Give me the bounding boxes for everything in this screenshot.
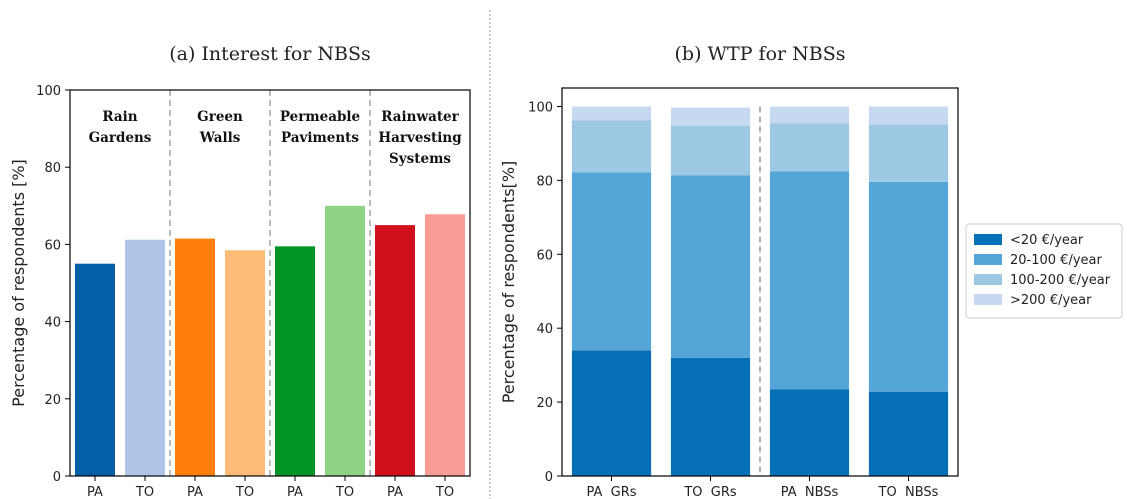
y-tick-label: 0 xyxy=(545,470,553,485)
chart-b-y-axis-label: Percentage of respondents[%] xyxy=(499,161,518,404)
bar-to xyxy=(225,250,265,476)
y-tick-label: 80 xyxy=(536,174,553,189)
stack-segment-3 xyxy=(868,106,949,125)
legend-swatch xyxy=(974,254,1002,265)
legend-swatch xyxy=(974,294,1002,305)
chart-a-group-labels: Rain Gardens Green Walls Permeable Paviments R… xyxy=(89,109,463,167)
chart-a-plot-frame xyxy=(69,89,471,477)
group-label: Harvesting xyxy=(378,130,462,146)
legend-label: 20-100 €/year xyxy=(1010,253,1102,268)
chart-a-bars xyxy=(75,205,465,477)
x-tick-label: PA xyxy=(387,485,403,499)
chart-b-y-ticks: 0 20 40 60 80 100 xyxy=(528,100,562,485)
stack-segment-0 xyxy=(868,391,949,476)
stack-segment-3 xyxy=(571,106,652,121)
x-tick-label: PA xyxy=(87,485,103,499)
wtp-chart: (b) WTP for NBSs Percentage of responden… xyxy=(499,43,959,499)
bar-pa xyxy=(175,238,215,476)
bar-pa xyxy=(375,225,415,476)
chart-a-y-axis-label: Percentage of respondents [%] xyxy=(9,159,28,407)
bar-pa xyxy=(275,246,315,476)
stack-segment-1 xyxy=(868,181,949,392)
chart-b-stacked-bars xyxy=(571,106,949,476)
y-tick-label: 80 xyxy=(44,161,61,176)
x-tick-label: TO xyxy=(435,485,454,499)
stack-segment-0 xyxy=(769,389,850,476)
group-label: Rainwater xyxy=(381,109,459,125)
group-label: Walls xyxy=(199,130,241,146)
group-label: Systems xyxy=(389,151,451,167)
group-label: Permeable xyxy=(280,109,360,125)
bar-to xyxy=(125,239,165,476)
chart-b-plot-frame xyxy=(561,87,959,477)
x-tick-label: TO xyxy=(135,485,154,499)
y-tick-label: 20 xyxy=(44,393,61,408)
chart-b-legend: <20 €/year 20-100 €/year 100-200 €/year >20… xyxy=(965,223,1123,319)
stack-segment-1 xyxy=(571,172,652,351)
x-tick-label: PA GRs xyxy=(586,485,636,499)
chart-a-y-ticks: 0 20 40 60 80 100 xyxy=(36,84,70,485)
stack-segment-2 xyxy=(769,123,850,172)
stack-segment-1 xyxy=(670,175,751,358)
chart-a-group-separators xyxy=(169,90,371,476)
y-tick-label: 0 xyxy=(53,470,61,485)
stack-segment-0 xyxy=(670,357,751,476)
x-tick-label: TO xyxy=(335,485,354,499)
stack-segment-3 xyxy=(670,107,751,126)
chart-a-x-ticks: PA TO PA TO PA TO PA TO xyxy=(87,476,454,499)
y-tick-label: 20 xyxy=(536,396,553,411)
y-tick-label: 40 xyxy=(44,316,61,331)
group-label: Paviments xyxy=(281,130,359,146)
y-tick-label: 40 xyxy=(536,322,553,337)
stack-segment-3 xyxy=(769,106,850,124)
interest-chart: (a) Interest for NBSs Percentage of resp… xyxy=(9,43,471,499)
stack-segment-1 xyxy=(769,171,850,390)
y-tick-label: 60 xyxy=(536,248,553,263)
group-label: Gardens xyxy=(89,130,152,146)
x-tick-label: TO xyxy=(235,485,254,499)
x-tick-label: PA xyxy=(187,485,203,499)
stack-segment-2 xyxy=(868,124,949,182)
legend-swatch xyxy=(974,234,1002,245)
stack-segment-2 xyxy=(571,120,652,173)
x-tick-label: TO GRs xyxy=(683,485,737,499)
x-tick-label: PA NBSs xyxy=(781,485,839,499)
x-tick-label: PA xyxy=(287,485,303,499)
y-tick-label: 100 xyxy=(528,100,553,115)
legend-label: >200 €/year xyxy=(1010,293,1092,308)
bar-to xyxy=(425,214,465,477)
bar-pa xyxy=(75,263,115,476)
stack-segment-0 xyxy=(571,350,652,476)
legend-swatch xyxy=(974,274,1002,285)
chart-a-title: (a) Interest for NBSs xyxy=(169,43,371,65)
chart-b-title: (b) WTP for NBSs xyxy=(675,43,846,65)
stack-segment-2 xyxy=(670,125,751,176)
y-tick-label: 60 xyxy=(44,238,61,253)
group-label: Rain xyxy=(102,109,137,125)
x-tick-label: TO NBSs xyxy=(878,485,939,499)
group-label: Green xyxy=(197,109,243,125)
bar-to xyxy=(325,205,365,477)
legend-label: 100-200 €/year xyxy=(1010,273,1111,288)
legend-label: <20 €/year xyxy=(1010,233,1084,248)
y-tick-label: 100 xyxy=(36,84,61,99)
legend-box xyxy=(965,223,1123,319)
chart-b-x-ticks: PA GRs TO GRs PA NBSs TO NBSs xyxy=(586,476,939,499)
